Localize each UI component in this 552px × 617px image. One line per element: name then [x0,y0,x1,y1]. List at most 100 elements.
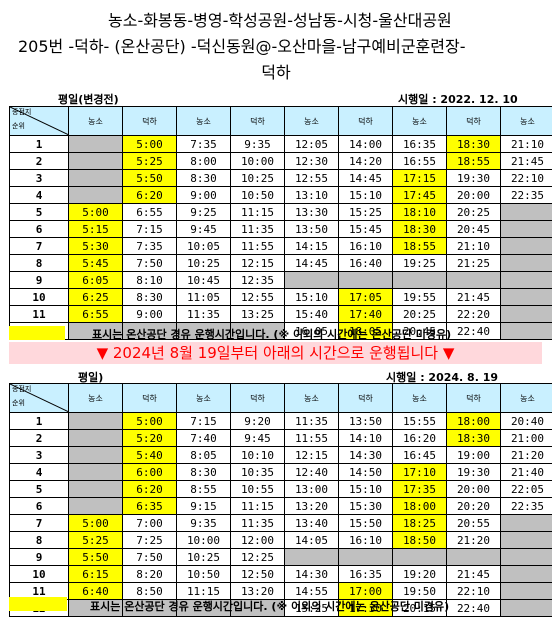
table-row: 7 5:30 7:35 10:05 11:55 14:15 16:10 18:55 21:10 [9,237,552,255]
time-cell: 21:20 [500,446,552,464]
time-cell: 12:15 [284,446,339,464]
empty-cell [176,599,231,617]
column-header: 농소 [392,106,447,136]
column-header: 농소 [176,106,231,136]
time-cell: 10:45 [176,271,231,289]
time-cell: 12:05 [284,135,339,153]
empty-cell [338,271,393,289]
time-cell: 20:20 [446,497,501,515]
time-cell: 22:10 [446,582,501,600]
time-cell: 17:40 [338,305,393,323]
table-row: 7 5:00 7:00 9:35 11:35 13:40 15:50 18:25 20:55 [9,514,552,532]
empty-cell [500,582,552,600]
time-cell: 11:55 [284,429,339,447]
row-number: 4 [9,186,69,204]
row-number: 3 [9,446,69,464]
time-cell: 7:40 [176,429,231,447]
time-cell: 21:10 [500,135,552,153]
time-cell: 14:15 [284,237,339,255]
time-cell: 5:50 [122,169,177,187]
time-cell: 22:40 [446,599,501,617]
time-cell: 8:20 [122,565,177,583]
row-number: 5 [9,203,69,221]
column-header: 덕하 [230,383,285,413]
empty-cell [230,599,285,617]
time-cell: 18:10 [392,203,447,221]
time-cell: 10:50 [176,565,231,583]
time-cell: 18:50 [392,531,447,549]
empty-cell [500,599,552,617]
time-cell: 9:25 [176,203,231,221]
empty-cell [68,186,123,204]
row-number: 1 [9,412,69,430]
time-cell: 20:25 [392,305,447,323]
time-cell: 10:00 [230,152,285,170]
row-number: 11 [9,305,69,323]
time-cell: 12:55 [230,288,285,306]
new-legend-note: 표시는 온산공단 경유 운행시간입니다. (※ 이외의 시간에는 온산공단 미경… [90,600,450,613]
time-cell: 19:20 [392,565,447,583]
time-cell: 6:25 [68,288,123,306]
table-row: 8 5:25 7:25 10:00 12:00 14:05 16:10 18:50 21:20 [9,531,552,549]
time-cell: 22:35 [500,186,552,204]
empty-cell [500,565,552,583]
time-cell: 8:30 [176,169,231,187]
column-header: 농소 [176,383,231,413]
time-cell: 9:45 [176,220,231,238]
table-row: 5 6:20 8:55 10:55 13:00 15:10 17:35 20:00 22:05 [9,480,552,498]
time-cell: 21:25 [446,254,501,272]
time-cell: 17:00 [338,582,393,600]
time-cell: 22:40 [446,322,501,340]
time-cell: 14:45 [284,254,339,272]
empty-cell [500,548,552,566]
table-row: 1 5:00 7:35 9:35 12:05 14:00 16:35 18:30 21:10 [9,135,552,153]
highlight-legend-swatch [9,326,65,340]
new-schedule-label: 평일) [78,371,104,384]
empty-cell [500,237,552,255]
time-cell: 13:00 [284,480,339,498]
empty-cell [338,548,393,566]
empty-cell [68,463,123,481]
time-cell: 20:25 [446,203,501,221]
time-cell: 7:50 [122,254,177,272]
empty-cell [284,271,339,289]
time-cell: 8:55 [176,480,231,498]
time-cell: 10:55 [230,480,285,498]
time-cell: 14:20 [338,152,393,170]
time-cell: 21:45 [446,288,501,306]
column-header: 농소 [68,383,123,413]
empty-cell [500,220,552,238]
corner-bottom-label: 순위 [12,122,25,130]
old-legend-note: 표시는 온산공단 경유 운행시간입니다. (※ 이외의 시간에는 온산공단 미경… [92,328,452,341]
empty-cell [446,271,501,289]
old-schedule-label: 평일(변경전) [58,93,119,106]
time-cell: 19:50 [392,582,447,600]
time-cell: 15:25 [284,599,339,617]
empty-cell [500,271,552,289]
empty-cell [68,480,123,498]
empty-cell [68,429,123,447]
row-number: 8 [9,254,69,272]
corner-bottom-label: 순위 [12,399,25,407]
time-cell: 16:55 [392,152,447,170]
empty-cell [122,599,177,617]
time-cell: 12:30 [284,152,339,170]
time-cell: 11:15 [230,203,285,221]
time-cell: 12:00 [230,531,285,549]
new-corner-cell: 종점지 순위 [9,383,69,413]
old-header-row: 종점지 순위 농소 덕하 농소 덕하 농소 덕하 농소 덕하 농소 [9,106,552,136]
time-cell: 16:10 [338,531,393,549]
time-cell: 18:55 [392,237,447,255]
time-cell: 18:30 [392,220,447,238]
row-number: 7 [9,514,69,532]
time-cell: 9:45 [230,429,285,447]
table-row: 10 6:15 8:20 10:50 12:50 14:30 16:35 19:20 21:45 [9,565,552,583]
time-cell: 11:15 [230,497,285,515]
time-cell: 7:25 [122,531,177,549]
table-row: 4 6:20 9:00 10:50 13:10 15:10 17:45 20:00 22:35 [9,186,552,204]
corner-top-label: 종점지 [12,108,32,116]
time-cell: 7:00 [122,514,177,532]
time-cell: 15:55 [392,412,447,430]
time-cell: 15:45 [338,220,393,238]
time-cell: 15:25 [338,203,393,221]
